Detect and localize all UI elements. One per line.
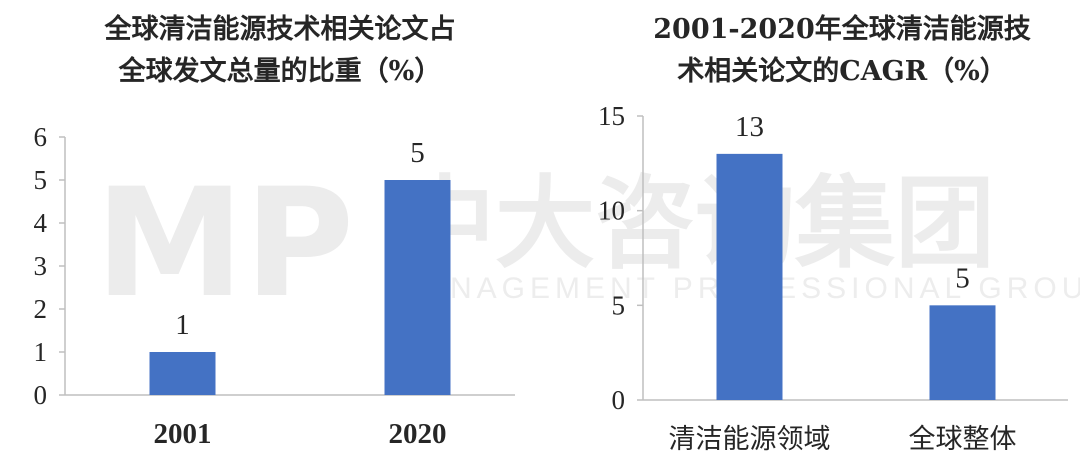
bar <box>716 153 783 400</box>
x-tick-label: 2001 <box>154 418 212 450</box>
chart-share-of-papers: 全球清洁能源技术相关论文占 全球发文总量的比重（%） 0 1 2 3 4 5 6 1 2001 5… <box>34 13 515 450</box>
y-tick-label: 1 <box>34 337 48 367</box>
chart-title-line-1: 全球清洁能源技术相关论文占 <box>104 13 456 45</box>
y-tick-label: 5 <box>612 290 626 320</box>
bar <box>929 305 996 400</box>
chart-title-line-2: 术相关论文的CAGR（%） <box>677 55 1007 87</box>
x-tick-label: 清洁能源领域 <box>669 424 831 455</box>
watermark-logo: MP <box>95 157 354 331</box>
watermark-name: 中大咨询集团 <box>395 165 995 282</box>
data-label: 5 <box>410 137 425 169</box>
y-tick-label: 15 <box>598 101 625 131</box>
chart-title-line-2: 全球发文总量的比重（%） <box>118 55 442 87</box>
y-tick-label: 4 <box>34 208 48 238</box>
y-tick-label: 5 <box>34 165 48 195</box>
chart-title-line-1: 2001-2020年全球清洁能源技 <box>653 13 1031 45</box>
y-tick-label: 6 <box>34 122 48 152</box>
y-tick-label: 2 <box>34 294 48 324</box>
chart-cagr-of-papers: 2001-2020年全球清洁能源技 术相关论文的CAGR（%） 0 5 10 15 13… <box>598 13 1068 455</box>
y-tick-label: 0 <box>34 380 48 410</box>
y-tick-label: 10 <box>598 196 625 226</box>
data-label: 13 <box>735 111 764 143</box>
x-tick-label: 2020 <box>389 418 447 450</box>
data-label: 5 <box>955 262 970 294</box>
y-tick-label: 0 <box>612 385 626 415</box>
x-tick-label: 全球整体 <box>909 424 1017 455</box>
bar <box>384 180 451 395</box>
bar <box>149 352 216 395</box>
watermark: MP 中大咨询集团 MANAGEMENT PROFESSIONAL GROUP <box>95 157 1080 331</box>
data-label: 1 <box>175 309 190 341</box>
y-tick-label: 3 <box>34 251 48 281</box>
